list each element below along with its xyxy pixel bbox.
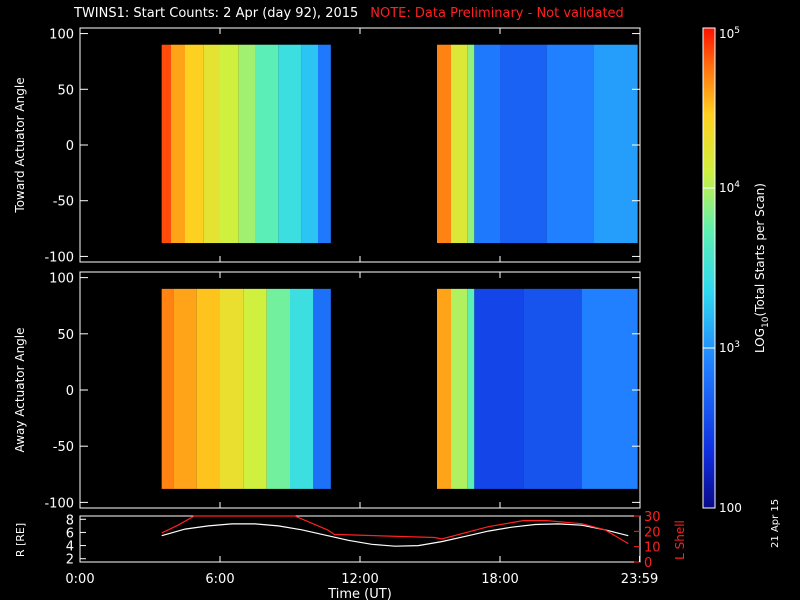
lshell-axis-label: L Shell xyxy=(673,520,687,560)
heatmap-cell xyxy=(255,44,279,244)
heatmap-cell xyxy=(313,288,331,489)
chart-title: TWINS1: Start Counts: 2 Apr (day 92), 20… xyxy=(74,6,624,21)
y-tick-label: 100 xyxy=(49,28,74,43)
colorbar-tick-exponent: 3 xyxy=(734,340,740,350)
lshell-tick-label: 0 xyxy=(644,556,652,571)
colorbar-tick-label: 103 xyxy=(719,340,740,355)
heatmap-cell xyxy=(301,44,318,244)
lshell-line xyxy=(161,515,629,545)
heatmap-cell xyxy=(161,44,171,244)
heatmap-cell xyxy=(173,288,197,489)
lshell-tick-label: 10 xyxy=(644,541,661,556)
time-tick-label: 0:00 xyxy=(65,572,94,587)
heatmap-cell xyxy=(451,288,468,489)
colorbar-label: LOG10(Total Starts per Scan) xyxy=(753,183,771,353)
lshell-tick-label: 30 xyxy=(644,510,661,525)
y-tick-label: 0 xyxy=(66,139,74,154)
heatmap-cell xyxy=(220,44,239,244)
y-axis-label: Toward Actuator Angle xyxy=(13,77,27,213)
r-distance-line xyxy=(161,523,629,547)
y-tick-label: -50 xyxy=(53,440,74,455)
r-tick-label: 4 xyxy=(66,540,74,555)
heatmap-cell xyxy=(318,44,331,244)
colorbar-tick-label: 104 xyxy=(719,180,740,195)
time-tick-label: 6:00 xyxy=(205,572,234,587)
title-text: TWINS1: Start Counts: 2 Apr (day 92), 20… xyxy=(74,6,359,21)
heatmap-cell xyxy=(467,288,475,489)
heatmap-cell xyxy=(243,288,267,489)
away-panel: -100 -50 0 50 100 Away Actuator Angle xyxy=(13,271,641,511)
heatmap-cell xyxy=(474,288,524,489)
heatmap-cell xyxy=(546,44,594,244)
lshell-tick-label: 20 xyxy=(644,525,661,540)
y-tick-label: -50 xyxy=(53,195,74,210)
y-tick-label: -100 xyxy=(44,496,74,511)
heatmap-cell xyxy=(278,44,302,244)
heatmap-cell xyxy=(437,288,451,489)
heatmap-cell xyxy=(161,288,174,489)
orbit-frame xyxy=(79,515,641,563)
colorbar-tick-exponent: 5 xyxy=(734,26,740,36)
heatmap-cell xyxy=(500,44,547,244)
heatmap-cell xyxy=(451,44,468,244)
heatmap-cell xyxy=(290,288,314,489)
heatmap-cell xyxy=(593,44,638,244)
r-tick-label: 2 xyxy=(66,553,74,568)
r-axis-label: R [RE] xyxy=(14,523,27,557)
colorbar-tick-exponent: 4 xyxy=(734,180,740,190)
heatmap-cell xyxy=(238,44,255,244)
y-tick-label: 100 xyxy=(49,272,74,287)
colorbar-gradient xyxy=(702,27,716,509)
preliminary-note: NOTE: Data Preliminary - Not validated xyxy=(370,6,624,21)
colorbar-label-rest: (Total Starts per Scan) xyxy=(753,183,767,317)
r-tick-label: 8 xyxy=(66,513,74,528)
time-axis-label: Time (UT) xyxy=(327,587,392,600)
heatmap-cell xyxy=(266,288,290,489)
heatmap-cell xyxy=(523,288,582,489)
time-tick-label: 23:59 xyxy=(621,572,658,587)
heatmap-cell xyxy=(185,44,204,244)
time-tick-label: 18:00 xyxy=(481,572,518,587)
heatmap-cell xyxy=(203,44,220,244)
heatmap-cell xyxy=(467,44,475,244)
toward-panel: -100 -50 0 50 100 Toward Actuator Angle xyxy=(13,27,641,265)
plot-generation-date: 21 Apr 15 xyxy=(770,498,781,548)
colorbar-tick-label: 100 xyxy=(719,501,742,515)
heatmap-cell xyxy=(474,44,500,244)
heatmap-cell xyxy=(437,44,451,244)
heatmap-cell xyxy=(220,288,244,489)
y-axis-label: Away Actuator Angle xyxy=(13,327,27,452)
time-tick-label: 12:00 xyxy=(341,572,378,587)
colorbar-label-subscript: 10 xyxy=(761,316,771,328)
y-tick-label: 0 xyxy=(66,384,74,399)
heatmap-cell xyxy=(581,288,638,489)
y-tick-label: 50 xyxy=(57,83,74,98)
heatmap-cell xyxy=(171,44,185,244)
heatmap-cell xyxy=(196,288,220,489)
colorbar-tick-label: 105 xyxy=(719,26,740,41)
y-tick-label: 50 xyxy=(57,328,74,343)
r-tick-label: 6 xyxy=(66,526,74,541)
y-tick-label: -100 xyxy=(44,250,74,265)
